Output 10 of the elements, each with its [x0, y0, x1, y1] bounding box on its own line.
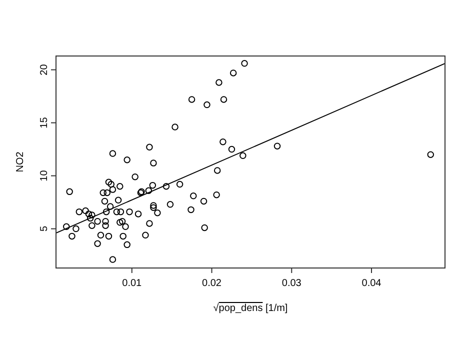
- x-tick-label: 0.04: [362, 278, 382, 289]
- y-axis-title: NO2: [15, 151, 26, 172]
- y-tick-label: 15: [39, 116, 50, 128]
- x-tick-label: 0.01: [122, 278, 142, 289]
- x-tick-label: 0.02: [202, 278, 222, 289]
- x-axis-title: √pop_dens [1/m]: [213, 303, 288, 314]
- y-tick-label: 20: [39, 64, 50, 76]
- x-tick-label: 0.03: [282, 278, 302, 289]
- y-tick-label: 5: [39, 226, 50, 232]
- y-tick-label: 10: [39, 170, 50, 182]
